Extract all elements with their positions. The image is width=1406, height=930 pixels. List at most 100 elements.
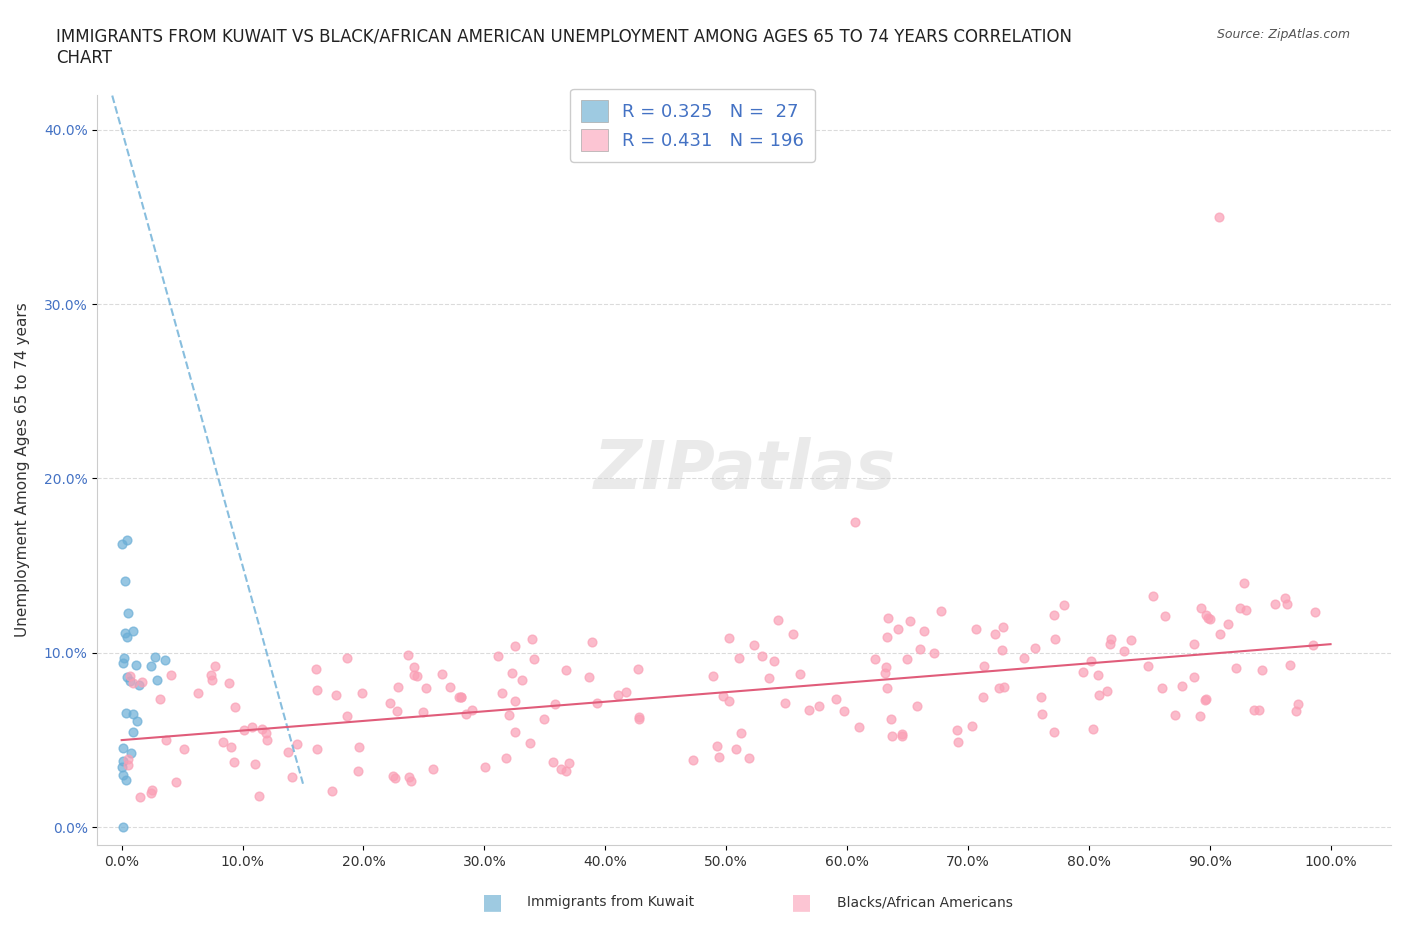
Point — [1274, 591, 1296, 605]
Point — [115, 532, 138, 547]
Point — [200, 668, 222, 683]
Point — [1199, 611, 1222, 626]
Point — [120, 745, 142, 760]
Point — [305, 742, 328, 757]
Point — [1250, 662, 1272, 677]
Point — [550, 761, 572, 776]
Point — [991, 619, 1014, 634]
Point — [285, 737, 308, 751]
Point — [863, 652, 886, 667]
Point — [173, 742, 195, 757]
Point — [124, 658, 146, 672]
Point — [1197, 611, 1219, 626]
Point — [960, 719, 983, 734]
Point — [503, 694, 526, 709]
Point — [946, 723, 969, 737]
Point — [875, 660, 897, 675]
Point — [305, 662, 328, 677]
Point — [682, 752, 704, 767]
Point — [1247, 702, 1270, 717]
Point — [890, 726, 912, 741]
Point — [1243, 703, 1265, 718]
Point — [1208, 627, 1230, 642]
Point — [243, 757, 266, 772]
Point — [503, 639, 526, 654]
Point — [558, 755, 581, 770]
Point — [1087, 668, 1109, 683]
Point — [808, 698, 831, 713]
Point — [139, 786, 162, 801]
Point — [1234, 603, 1257, 618]
Point — [520, 631, 543, 646]
Point — [541, 754, 564, 769]
Point — [111, 656, 134, 671]
Point — [1195, 692, 1218, 707]
Point — [387, 704, 409, 719]
Point — [412, 704, 434, 719]
Point — [122, 724, 145, 739]
Point — [1233, 576, 1256, 591]
Point — [972, 689, 994, 704]
Point — [1164, 708, 1187, 723]
Point — [1071, 665, 1094, 680]
Point — [165, 775, 187, 790]
Point — [898, 614, 921, 629]
Point — [139, 658, 162, 673]
Point — [1121, 632, 1143, 647]
Point — [387, 679, 409, 694]
Point — [1053, 598, 1076, 613]
Point — [738, 751, 761, 765]
Point — [991, 643, 1014, 658]
Point — [247, 789, 270, 804]
Legend: R = 0.325   N =  27, R = 0.431   N = 196: R = 0.325 N = 27, R = 0.431 N = 196 — [569, 88, 815, 162]
Point — [204, 658, 226, 673]
Point — [1171, 679, 1194, 694]
Point — [153, 653, 176, 668]
Point — [233, 723, 256, 737]
Point — [848, 720, 870, 735]
Point — [307, 683, 329, 698]
Point — [627, 711, 650, 726]
Point — [773, 696, 796, 711]
Point — [122, 707, 145, 722]
Point — [160, 667, 183, 682]
Point — [766, 612, 789, 627]
Point — [325, 687, 347, 702]
Point — [111, 768, 134, 783]
Point — [1216, 616, 1239, 631]
Point — [533, 711, 555, 726]
Point — [1098, 636, 1121, 651]
Point — [129, 790, 152, 804]
Point — [1083, 722, 1105, 737]
Point — [495, 751, 517, 765]
Point — [486, 648, 509, 663]
Point — [1031, 689, 1053, 704]
Point — [401, 773, 423, 788]
Point — [876, 629, 898, 644]
Point — [988, 681, 1011, 696]
Point — [117, 606, 139, 621]
Point — [474, 760, 496, 775]
Point — [432, 667, 454, 682]
Point — [606, 687, 628, 702]
Point — [111, 753, 134, 768]
Point — [117, 630, 139, 644]
Point — [218, 675, 240, 690]
Point — [1142, 589, 1164, 604]
Point — [984, 627, 1007, 642]
Point — [114, 626, 136, 641]
Point — [718, 694, 741, 709]
Point — [1264, 596, 1286, 611]
Point — [224, 754, 246, 769]
Point — [114, 574, 136, 589]
Point — [128, 678, 150, 693]
Point — [1099, 631, 1122, 646]
Point — [1285, 703, 1308, 718]
Point — [384, 771, 406, 786]
Point — [1042, 724, 1064, 739]
Point — [115, 773, 138, 788]
Point — [111, 820, 134, 835]
Point — [450, 689, 472, 704]
Point — [404, 659, 426, 674]
Point — [415, 680, 437, 695]
